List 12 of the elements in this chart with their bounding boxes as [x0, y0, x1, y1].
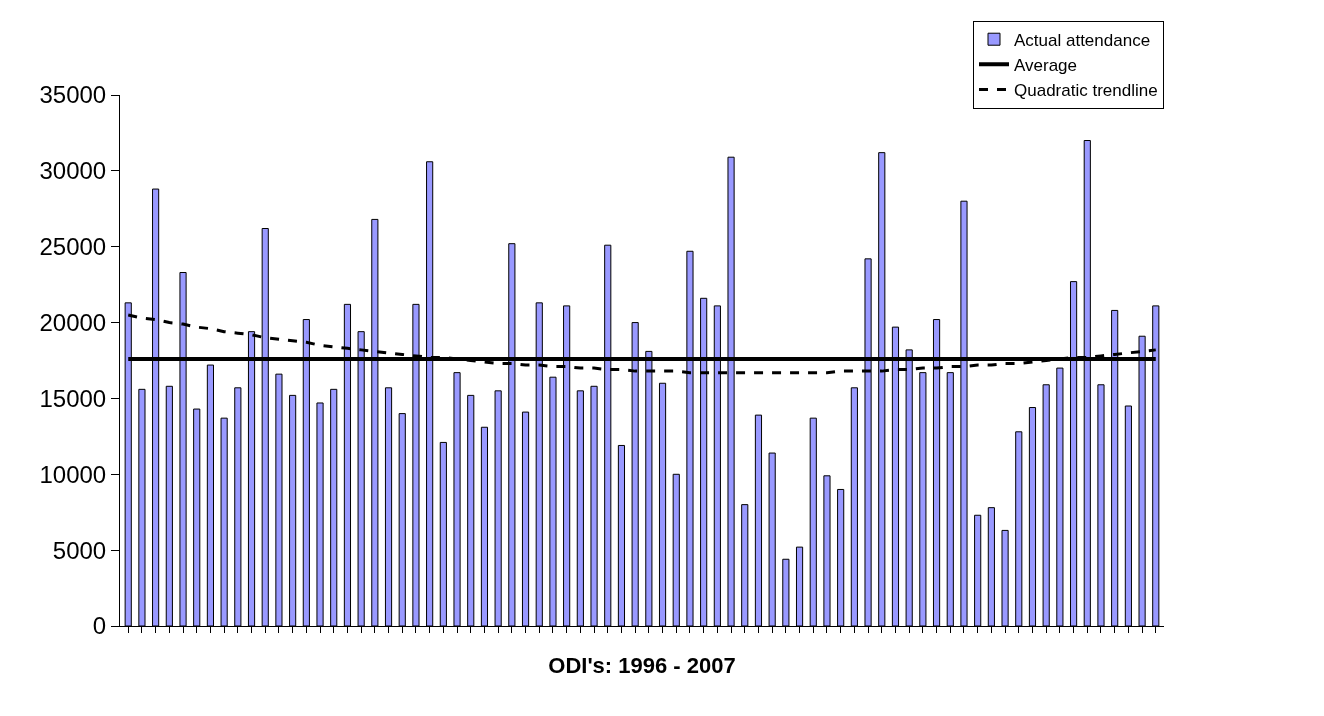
legend-label: Actual attendance	[1014, 30, 1151, 50]
y-tick-label: 15000	[39, 384, 107, 412]
legend-label: Quadratic trendline	[1014, 81, 1158, 101]
y-tick-label: 25000	[39, 233, 107, 261]
y-tick-label: 35000	[39, 81, 107, 109]
y-tick-label: 30000	[39, 157, 107, 185]
legend-label: Average	[1014, 55, 1078, 75]
y-tick-label: 0	[92, 612, 107, 640]
y-tick-label: 5000	[52, 536, 107, 564]
x-axis-title: ODI's: 1996 - 2007	[548, 652, 736, 678]
y-tick-label: 10000	[39, 460, 107, 488]
y-tick-label: 20000	[39, 308, 107, 336]
